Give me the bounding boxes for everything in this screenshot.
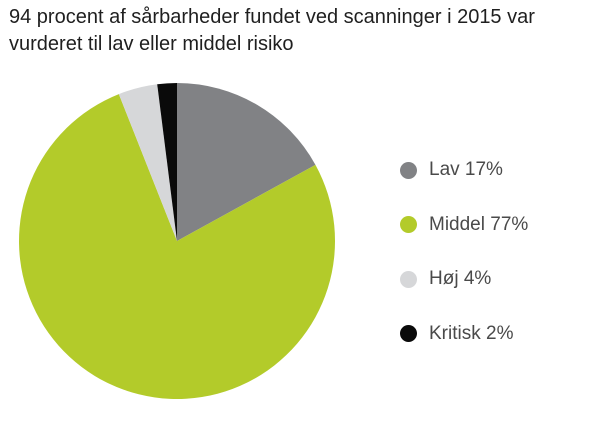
pie-slice-middel <box>19 94 336 400</box>
legend-item-hoj: Høj 4% <box>400 261 528 297</box>
legend-swatch-lav <box>400 161 417 179</box>
legend-label-hoj: Høj 4% <box>429 268 492 289</box>
pie-slice-kritisk <box>157 83 177 241</box>
pie-slice-hoj <box>118 84 177 241</box>
legend-label-kritisk: Kritisk 2% <box>429 322 514 344</box>
legend-swatch-middel <box>400 216 417 233</box>
legend-item-kritisk: Kritisk 2% <box>400 316 528 352</box>
legend-item-middel: Middel 77% <box>400 207 528 243</box>
legend: Lav 17% Middel 77% Høj 4% Kritisk 2% <box>400 152 528 370</box>
legend-swatch-hoj <box>400 270 417 288</box>
legend-label-middel: Middel 77% <box>429 213 529 235</box>
legend-swatch-kritisk <box>400 325 417 342</box>
pie-slice-lav <box>177 83 316 241</box>
chart-title: 94 procent af sårbarheder fundet ved sca… <box>9 6 535 55</box>
legend-label-lav: Lav 17% <box>429 159 503 180</box>
legend-item-lav: Lav 17% <box>400 152 528 188</box>
